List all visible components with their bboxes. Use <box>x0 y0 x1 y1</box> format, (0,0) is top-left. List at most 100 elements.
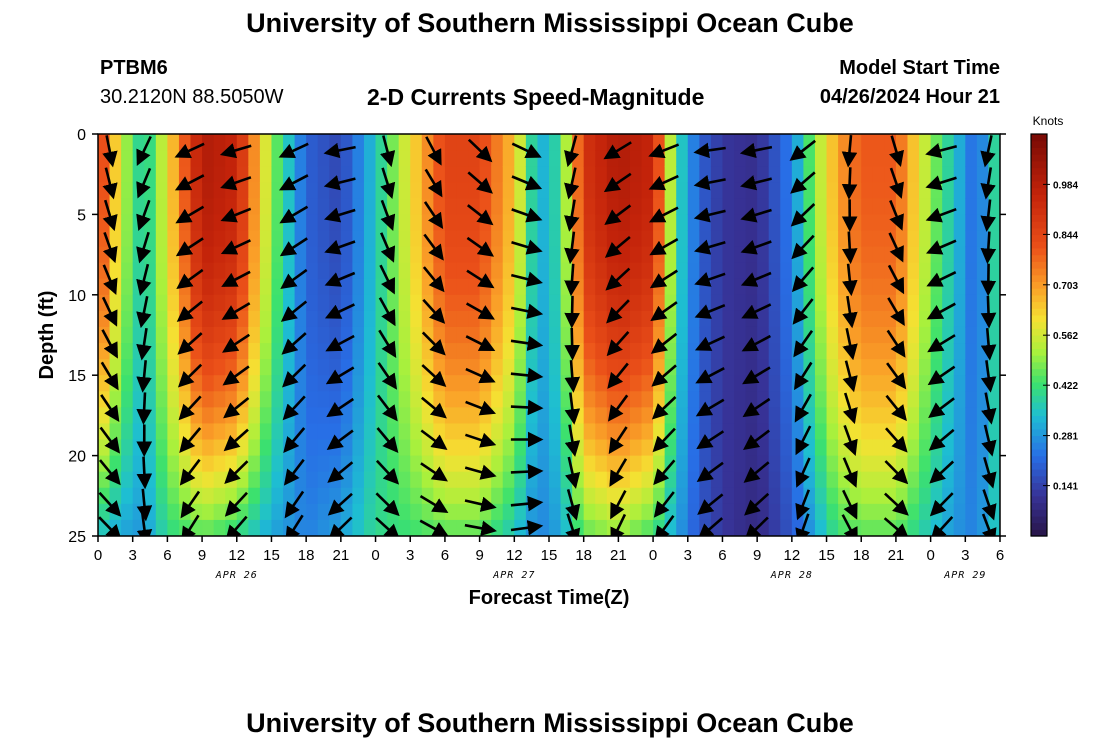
heatmap-cell <box>259 294 273 312</box>
heatmap-cell <box>722 310 735 328</box>
current-vector-arrow <box>564 360 581 393</box>
heatmap-cell <box>317 359 330 376</box>
heatmap-cell <box>433 134 446 151</box>
heatmap-cell <box>514 278 527 296</box>
heatmap-cell <box>919 343 932 360</box>
current-vector-arrow <box>980 199 996 232</box>
heatmap-cell <box>757 407 770 425</box>
heatmap-cell <box>676 198 689 215</box>
colorbar-segment <box>1031 167 1047 175</box>
heatmap-cell <box>329 294 342 312</box>
heatmap-cell <box>595 375 608 392</box>
heatmap-cell <box>98 214 111 232</box>
heatmap-cell <box>537 262 550 280</box>
heatmap-cell <box>352 439 365 457</box>
heatmap-cell <box>826 343 839 360</box>
current-vector-arrow <box>375 492 400 517</box>
heatmap-cell <box>583 294 596 312</box>
heatmap-cell <box>121 471 134 489</box>
current-vector-arrow <box>980 231 997 265</box>
heatmap-cell <box>259 455 273 473</box>
heatmap-cell <box>352 471 365 489</box>
heatmap-cell <box>791 134 805 151</box>
heatmap-cell <box>190 407 203 425</box>
current-vector-arrow <box>422 298 446 324</box>
heatmap-cell <box>248 343 261 360</box>
heatmap-cell <box>317 375 330 392</box>
heatmap-cell <box>306 503 319 521</box>
colorbar-segment <box>1031 301 1047 309</box>
heatmap-cell <box>641 359 654 376</box>
heatmap-cell <box>248 375 261 392</box>
heatmap-cell <box>653 423 666 441</box>
heatmap-cell <box>664 519 677 536</box>
x-tick-label: 3 <box>684 547 692 564</box>
current-vector-arrow <box>843 424 858 457</box>
heatmap-cell <box>653 294 666 312</box>
heatmap-cell <box>653 134 666 151</box>
heatmap-cell <box>965 134 978 151</box>
current-vector-arrow <box>887 264 905 295</box>
heatmap-cell <box>202 326 215 344</box>
heatmap-cell <box>502 439 515 457</box>
heatmap-cell <box>109 134 122 151</box>
heatmap-cell <box>583 375 596 392</box>
heatmap-cell <box>329 455 342 473</box>
heatmap-cell <box>722 166 735 183</box>
heatmap-cell <box>641 519 654 536</box>
current-vector-arrow <box>926 271 957 287</box>
current-vector-arrow <box>925 175 957 191</box>
heatmap-cell <box>109 198 122 215</box>
heatmap-cell <box>641 278 654 296</box>
current-vector-arrow <box>929 492 954 517</box>
heatmap-cell <box>433 391 446 408</box>
heatmap-cell <box>271 487 284 505</box>
current-vector-arrow <box>222 365 250 386</box>
heatmap-cell <box>456 150 469 167</box>
colorbar-segment <box>1031 147 1047 155</box>
current-vector-arrow <box>564 392 581 425</box>
heatmap-cell <box>734 230 747 248</box>
heatmap-cell <box>213 214 226 232</box>
heatmap-cell <box>271 375 284 392</box>
heatmap-cell <box>549 230 562 248</box>
colorbar-segment <box>1031 207 1047 215</box>
heatmap-cell <box>375 343 388 360</box>
heatmap-cell <box>167 519 180 536</box>
heatmap-cell <box>629 359 643 376</box>
heatmap-cell <box>722 439 735 457</box>
heatmap-cell <box>259 134 273 151</box>
heatmap-cell <box>629 407 643 425</box>
colorbar-tick-label: 0.703 <box>1053 281 1078 292</box>
heatmap-cell <box>861 439 874 457</box>
heatmap-cell <box>930 423 943 441</box>
heatmap-cell <box>525 326 539 344</box>
heatmap-cell <box>699 230 712 248</box>
heatmap-cell <box>491 134 504 151</box>
heatmap-cell <box>814 278 828 296</box>
heatmap-cell <box>202 359 215 376</box>
heatmap-cell <box>248 487 261 505</box>
current-vector-arrow <box>795 425 812 456</box>
current-vector-arrow <box>648 174 679 191</box>
heatmap-cell <box>768 294 781 312</box>
heatmap-cell <box>919 182 932 199</box>
heatmap-cell <box>259 246 273 264</box>
heatmap-cell <box>814 294 828 312</box>
heatmap-cell <box>687 359 700 376</box>
current-vector-arrow <box>510 271 543 287</box>
heatmap-cell <box>121 487 134 505</box>
heatmap-cell <box>549 455 562 473</box>
heatmap-cell <box>976 471 990 489</box>
colorbar-segment <box>1031 388 1047 396</box>
heatmap-cell <box>953 310 966 328</box>
heatmap-cell <box>213 519 226 536</box>
heatmap-cell <box>549 519 562 536</box>
heatmap-cell <box>803 375 816 392</box>
heatmap-cell <box>780 278 793 296</box>
heatmap-cell <box>988 359 1000 376</box>
heatmap-cell <box>456 182 469 199</box>
heatmap-cell <box>861 343 874 360</box>
current-vector-arrow <box>179 427 202 453</box>
heatmap-cell <box>560 326 573 344</box>
